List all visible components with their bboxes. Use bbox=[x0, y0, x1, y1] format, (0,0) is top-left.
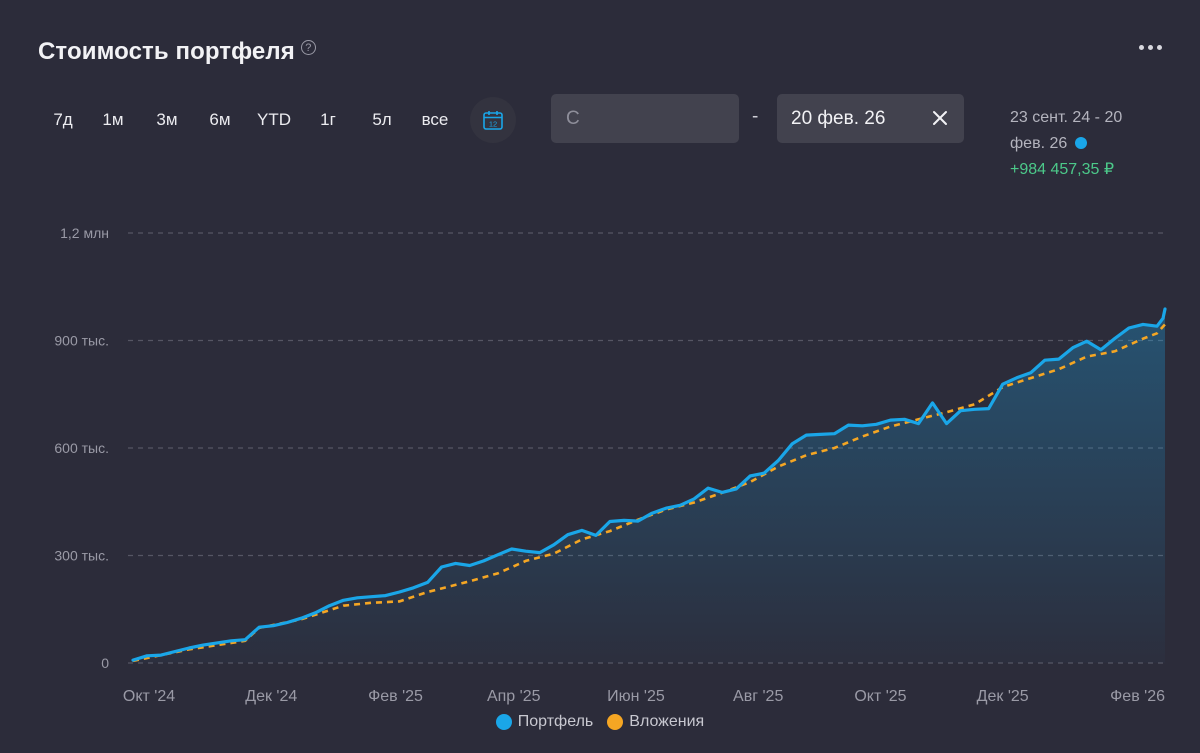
x-tick-label: Фев '25 bbox=[368, 688, 423, 705]
period-selector: 7д 1м 3м 6м YTD 1г 5л все 12 bbox=[40, 97, 516, 143]
legend-label-portfolio: Портфель bbox=[517, 713, 594, 730]
legend-item-investments[interactable]: Вложения bbox=[607, 713, 704, 731]
x-tick-label: Дек '25 bbox=[977, 688, 1029, 705]
page-title: Стоимость портфеля bbox=[38, 38, 295, 65]
portfolio-area bbox=[133, 309, 1165, 663]
calendar-day: 12 bbox=[489, 120, 497, 129]
date-separator: - bbox=[752, 106, 759, 127]
y-tick-label: 900 тыс. bbox=[54, 333, 109, 349]
menu-dot bbox=[1148, 45, 1153, 50]
range-period-line1: 23 сент. 24 - 20 bbox=[1010, 109, 1123, 126]
menu-dot bbox=[1139, 45, 1144, 50]
range-delta: +984 457,35 ₽ bbox=[1010, 161, 1115, 178]
period-1m-button[interactable]: 1м bbox=[102, 110, 124, 129]
menu-dot bbox=[1157, 45, 1162, 50]
portfolio-line bbox=[131, 307, 1167, 662]
portfolio-legend-dot bbox=[495, 714, 512, 730]
portfolio-dot-icon bbox=[1075, 137, 1088, 149]
investments-line bbox=[132, 323, 1166, 663]
period-7d-button[interactable]: 7д bbox=[53, 110, 73, 129]
help-icon[interactable]: ? bbox=[300, 40, 316, 55]
y-tick-label: 1,2 млн bbox=[60, 225, 109, 241]
x-tick-label: Апр '25 bbox=[487, 688, 541, 705]
date-to-field[interactable] bbox=[777, 94, 964, 143]
close-icon[interactable] bbox=[930, 108, 950, 128]
legend-label-investments: Вложения bbox=[629, 713, 705, 730]
x-tick-label: Фев '26 bbox=[1110, 688, 1165, 705]
x-tick-label: Окт '25 bbox=[854, 688, 906, 705]
more-horizontal-icon[interactable] bbox=[1139, 45, 1162, 50]
legend: Портфель Вложения bbox=[0, 713, 1200, 731]
y-tick-label: 300 тыс. bbox=[54, 548, 109, 564]
y-tick-label: 0 bbox=[101, 655, 109, 671]
range-summary: 23 сент. 24 - 20 фев. 26 +984 457,35 ₽ bbox=[1010, 105, 1160, 183]
period-3m-button[interactable]: 3м bbox=[156, 110, 178, 129]
calendar-icon: 12 bbox=[483, 111, 503, 130]
x-tick-label: Дек '24 bbox=[245, 688, 297, 705]
period-ytd-button[interactable]: YTD bbox=[257, 110, 291, 129]
range-period-line2: фев. 26 bbox=[1010, 135, 1068, 152]
x-tick-label: Июн '25 bbox=[607, 688, 665, 705]
period-1y-button[interactable]: 1г bbox=[320, 110, 336, 129]
x-tick-label: Авг '25 bbox=[733, 688, 783, 705]
header: Стоимость портфеля ? bbox=[38, 38, 316, 66]
calendar-button[interactable]: 12 bbox=[470, 97, 516, 143]
date-to-input[interactable] bbox=[791, 107, 903, 130]
period-5y-button[interactable]: 5л bbox=[372, 110, 392, 129]
period-6m-button[interactable]: 6м bbox=[209, 110, 231, 129]
date-from-input[interactable] bbox=[551, 94, 739, 143]
investments-legend-dot bbox=[607, 714, 624, 730]
x-tick-label: Окт '24 bbox=[123, 688, 175, 705]
legend-item-portfolio[interactable]: Портфель bbox=[495, 713, 594, 731]
range-period-line2-row: фев. 26 bbox=[1010, 131, 1160, 157]
period-all-button[interactable]: все bbox=[421, 110, 449, 129]
y-tick-label: 600 тыс. bbox=[54, 440, 109, 456]
